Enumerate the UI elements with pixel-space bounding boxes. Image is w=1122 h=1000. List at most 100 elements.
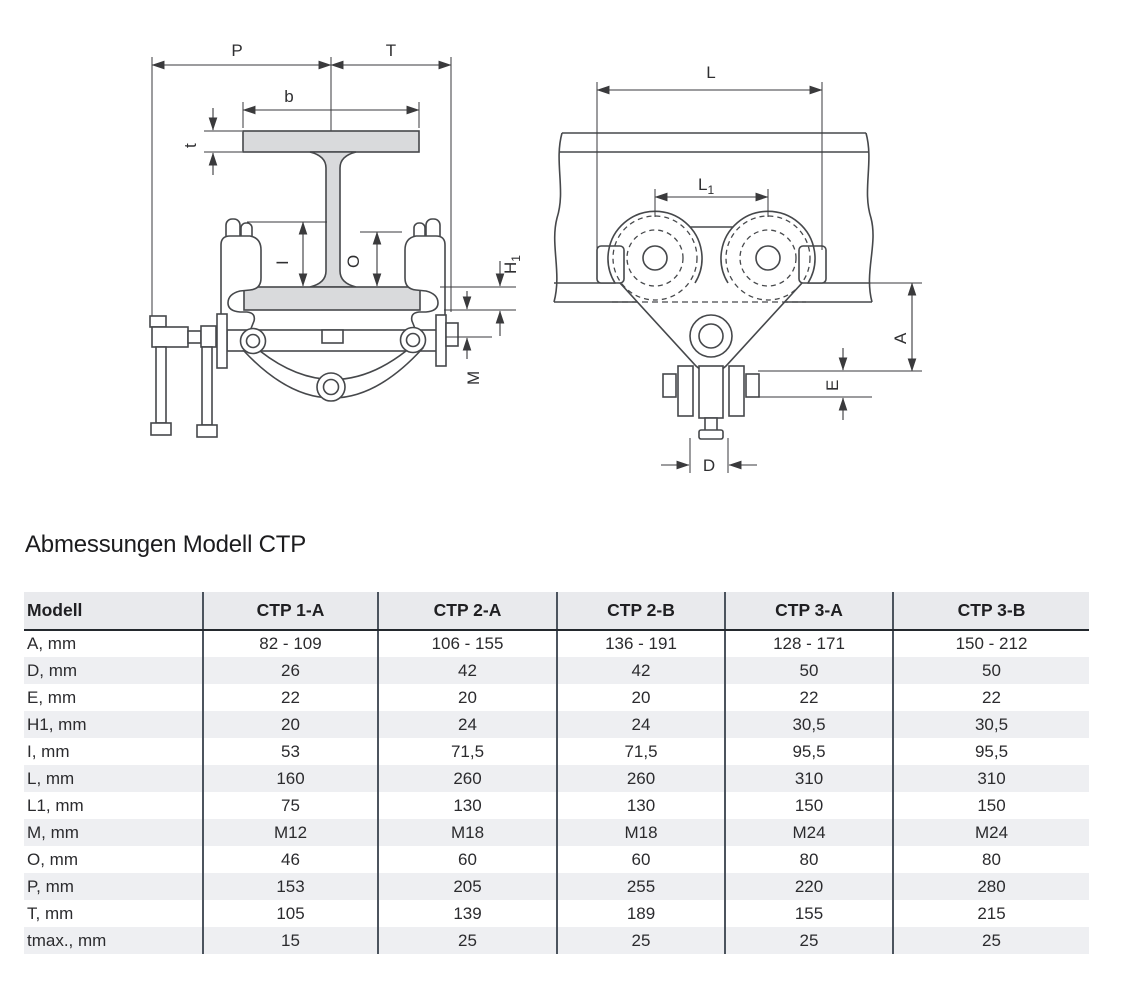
dim-label-d: D — [703, 456, 715, 475]
row-label: H1, mm — [27, 714, 87, 734]
dim-label-h1: H1 — [501, 255, 523, 274]
row-label: P, mm — [27, 876, 74, 896]
column-header-ctp-3-a: CTP 3-A — [724, 592, 893, 631]
dimension-value: M24 — [724, 819, 893, 846]
trolley-lug-right — [798, 245, 827, 284]
dimension-value: 25 — [556, 927, 725, 954]
dimension-value: 310 — [724, 765, 893, 792]
column-header-modell: Modell — [24, 592, 203, 631]
row-label: T, mm — [27, 903, 74, 923]
column-header-ctp-3-b: CTP 3-B — [892, 592, 1089, 631]
dimension-value: 22 — [202, 684, 378, 711]
dimension-value: 136 - 191 — [556, 630, 725, 657]
table-row: D, mm 26 42 42 50 50 — [24, 657, 1089, 684]
clamp-mechanism — [149, 313, 459, 438]
dimension-value: 150 - 212 — [892, 630, 1089, 657]
dimension-value: 50 — [724, 657, 893, 684]
table-row: O, mm 46 60 60 80 80 — [24, 846, 1089, 873]
table-row: M, mm M12 M18 M18 M24 M24 — [24, 819, 1089, 846]
table-row: T, mm 105 139 189 155 215 — [24, 900, 1089, 927]
row-label: D, mm — [27, 660, 78, 680]
row-label: M, mm — [27, 822, 79, 842]
dimension-value: 80 — [724, 846, 893, 873]
page-title: Abmessungen Modell CTP — [25, 531, 307, 558]
dimensions-table: Modell CTP 1-A CTP 2-A CTP 2-B CTP 3-A CTP 3-… — [24, 592, 1089, 954]
dimension-value: 60 — [556, 846, 725, 873]
dim-label-t-width: T — [386, 41, 396, 60]
dimension-value: 128 - 171 — [724, 630, 893, 657]
table-row: E, mm 22 20 20 22 22 — [24, 684, 1089, 711]
dimension-value: 160 — [202, 765, 378, 792]
dimension-value: 150 — [724, 792, 893, 819]
dimension-value: 150 — [892, 792, 1089, 819]
dimension-value: 95,5 — [892, 738, 1089, 765]
dimension-value: M18 — [377, 819, 557, 846]
dimension-value: 139 — [377, 900, 557, 927]
dimension-value: 82 - 109 — [202, 630, 378, 657]
dimension-value: 26 — [202, 657, 378, 684]
dimension-value: 25 — [892, 927, 1089, 954]
dimension-value: 189 — [556, 900, 725, 927]
beam-bottom-flange — [243, 286, 421, 311]
table-body: A, mm 82 - 109 106 - 155 136 - 191 128 - 171… — [24, 630, 1089, 954]
dimension-value: 95,5 — [724, 738, 893, 765]
dimension-value: 205 — [377, 873, 557, 900]
shackle-assembly — [662, 365, 760, 440]
dimension-value: 53 — [202, 738, 378, 765]
table-row: L1, mm 75 130 130 150 150 — [24, 792, 1089, 819]
beam-top-flange — [242, 130, 420, 153]
dimension-value: 20 — [202, 711, 378, 738]
column-header-ctp-1-a: CTP 1-A — [202, 592, 378, 631]
dim-label-i: I — [273, 260, 292, 265]
dimension-value: 260 — [377, 765, 557, 792]
dimension-value: 46 — [202, 846, 378, 873]
dimension-value: 75 — [202, 792, 378, 819]
table-row: H1, mm 20 24 24 30,5 30,5 — [24, 711, 1089, 738]
dimension-value: 22 — [724, 684, 893, 711]
dimension-value: 106 - 155 — [377, 630, 557, 657]
table-row: I, mm 53 71,5 71,5 95,5 95,5 — [24, 738, 1089, 765]
dimension-value: 42 — [556, 657, 725, 684]
dimension-value: 130 — [556, 792, 725, 819]
dim-label-l: L — [706, 63, 715, 82]
dimension-value: 280 — [892, 873, 1089, 900]
dimension-value: 22 — [892, 684, 1089, 711]
technical-drawings: P T b t — [149, 41, 922, 475]
dimension-value: M12 — [202, 819, 378, 846]
table-row: P, mm 153 205 255 220 280 — [24, 873, 1089, 900]
dimension-value: 24 — [556, 711, 725, 738]
dimension-value: 42 — [377, 657, 557, 684]
dimension-value: 220 — [724, 873, 893, 900]
dimension-value: 255 — [556, 873, 725, 900]
row-label: tmax., mm — [27, 930, 107, 950]
dimension-value: 15 — [202, 927, 378, 954]
side-view-drawing: L L1 A E D — [553, 63, 922, 475]
dim-label-o: O — [344, 255, 363, 268]
dim-label-a: A — [891, 332, 910, 344]
dimension-value: M18 — [556, 819, 725, 846]
dimension-value: 215 — [892, 900, 1089, 927]
dimension-value: 310 — [892, 765, 1089, 792]
table-header-row: Modell CTP 1-A CTP 2-A CTP 2-B CTP 3-A CTP 3-… — [24, 592, 1089, 631]
dimension-value: 24 — [377, 711, 557, 738]
dim-label-t-thickness: t — [181, 143, 200, 148]
dimension-value: M24 — [892, 819, 1089, 846]
trolley-wheels — [612, 215, 811, 301]
row-label: L1, mm — [27, 795, 84, 815]
row-label: A, mm — [27, 634, 77, 653]
dimension-value: 50 — [892, 657, 1089, 684]
dimension-value: 260 — [556, 765, 725, 792]
dimension-value: 30,5 — [892, 711, 1089, 738]
dimension-value: 105 — [202, 900, 378, 927]
dimension-value: 25 — [724, 927, 893, 954]
dimension-value: 71,5 — [377, 738, 557, 765]
front-view-drawing: P T b t — [149, 41, 523, 438]
table-row: L, mm 160 260 260 310 310 — [24, 765, 1089, 792]
dimension-value: 153 — [202, 873, 378, 900]
column-header-ctp-2-b: CTP 2-B — [556, 592, 725, 631]
row-label: L, mm — [27, 768, 75, 788]
dimension-value: 20 — [556, 684, 725, 711]
dimension-value: 30,5 — [724, 711, 893, 738]
dimension-value: 130 — [377, 792, 557, 819]
dim-label-e: E — [823, 380, 842, 391]
